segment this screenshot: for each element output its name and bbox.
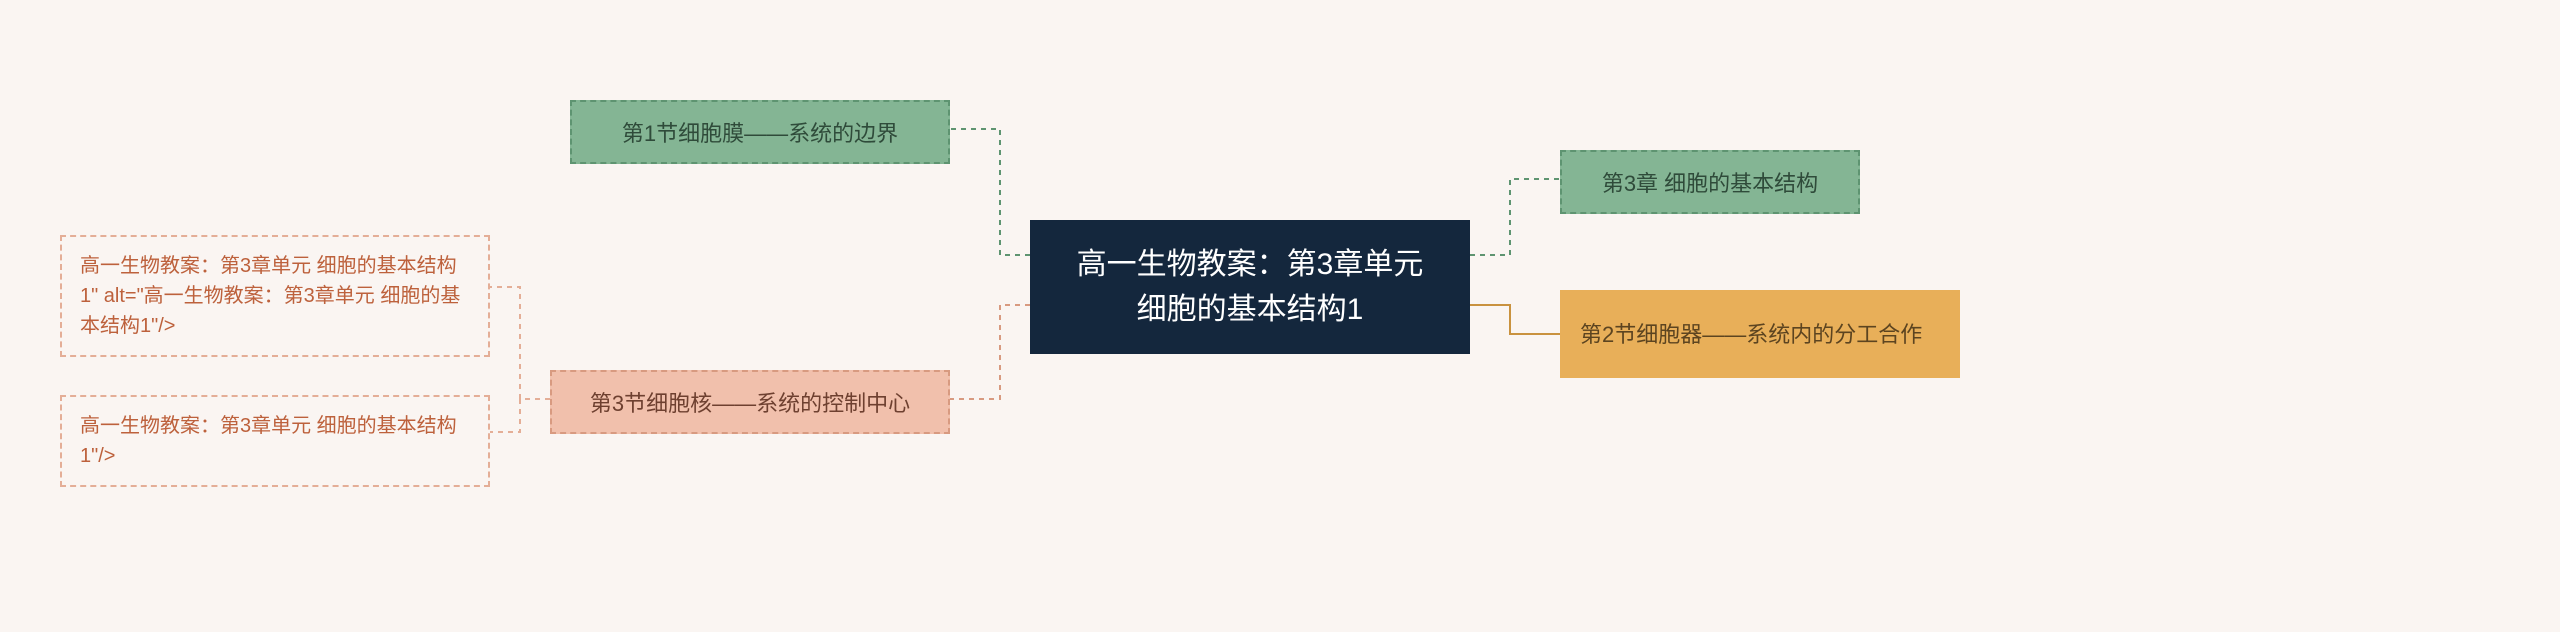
- node-right-bot[interactable]: 第2节细胞器——系统内的分工合作: [1560, 290, 1960, 378]
- node-left-top[interactable]: 第1节细胞膜——系统的边界: [570, 100, 950, 164]
- node-right-top[interactable]: 第3章 细胞的基本结构: [1560, 150, 1860, 214]
- center-node[interactable]: 高一生物教案：第3章单元 细胞的基本结构1: [1030, 220, 1470, 354]
- node-far-left-1[interactable]: 高一生物教案：第3章单元 细胞的基本结构1" alt="高一生物教案：第3章单元…: [60, 235, 490, 357]
- node-left-bot[interactable]: 第3节细胞核——系统的控制中心: [550, 370, 950, 434]
- node-far-left-2[interactable]: 高一生物教案：第3章单元 细胞的基本结构1"/>: [60, 395, 490, 487]
